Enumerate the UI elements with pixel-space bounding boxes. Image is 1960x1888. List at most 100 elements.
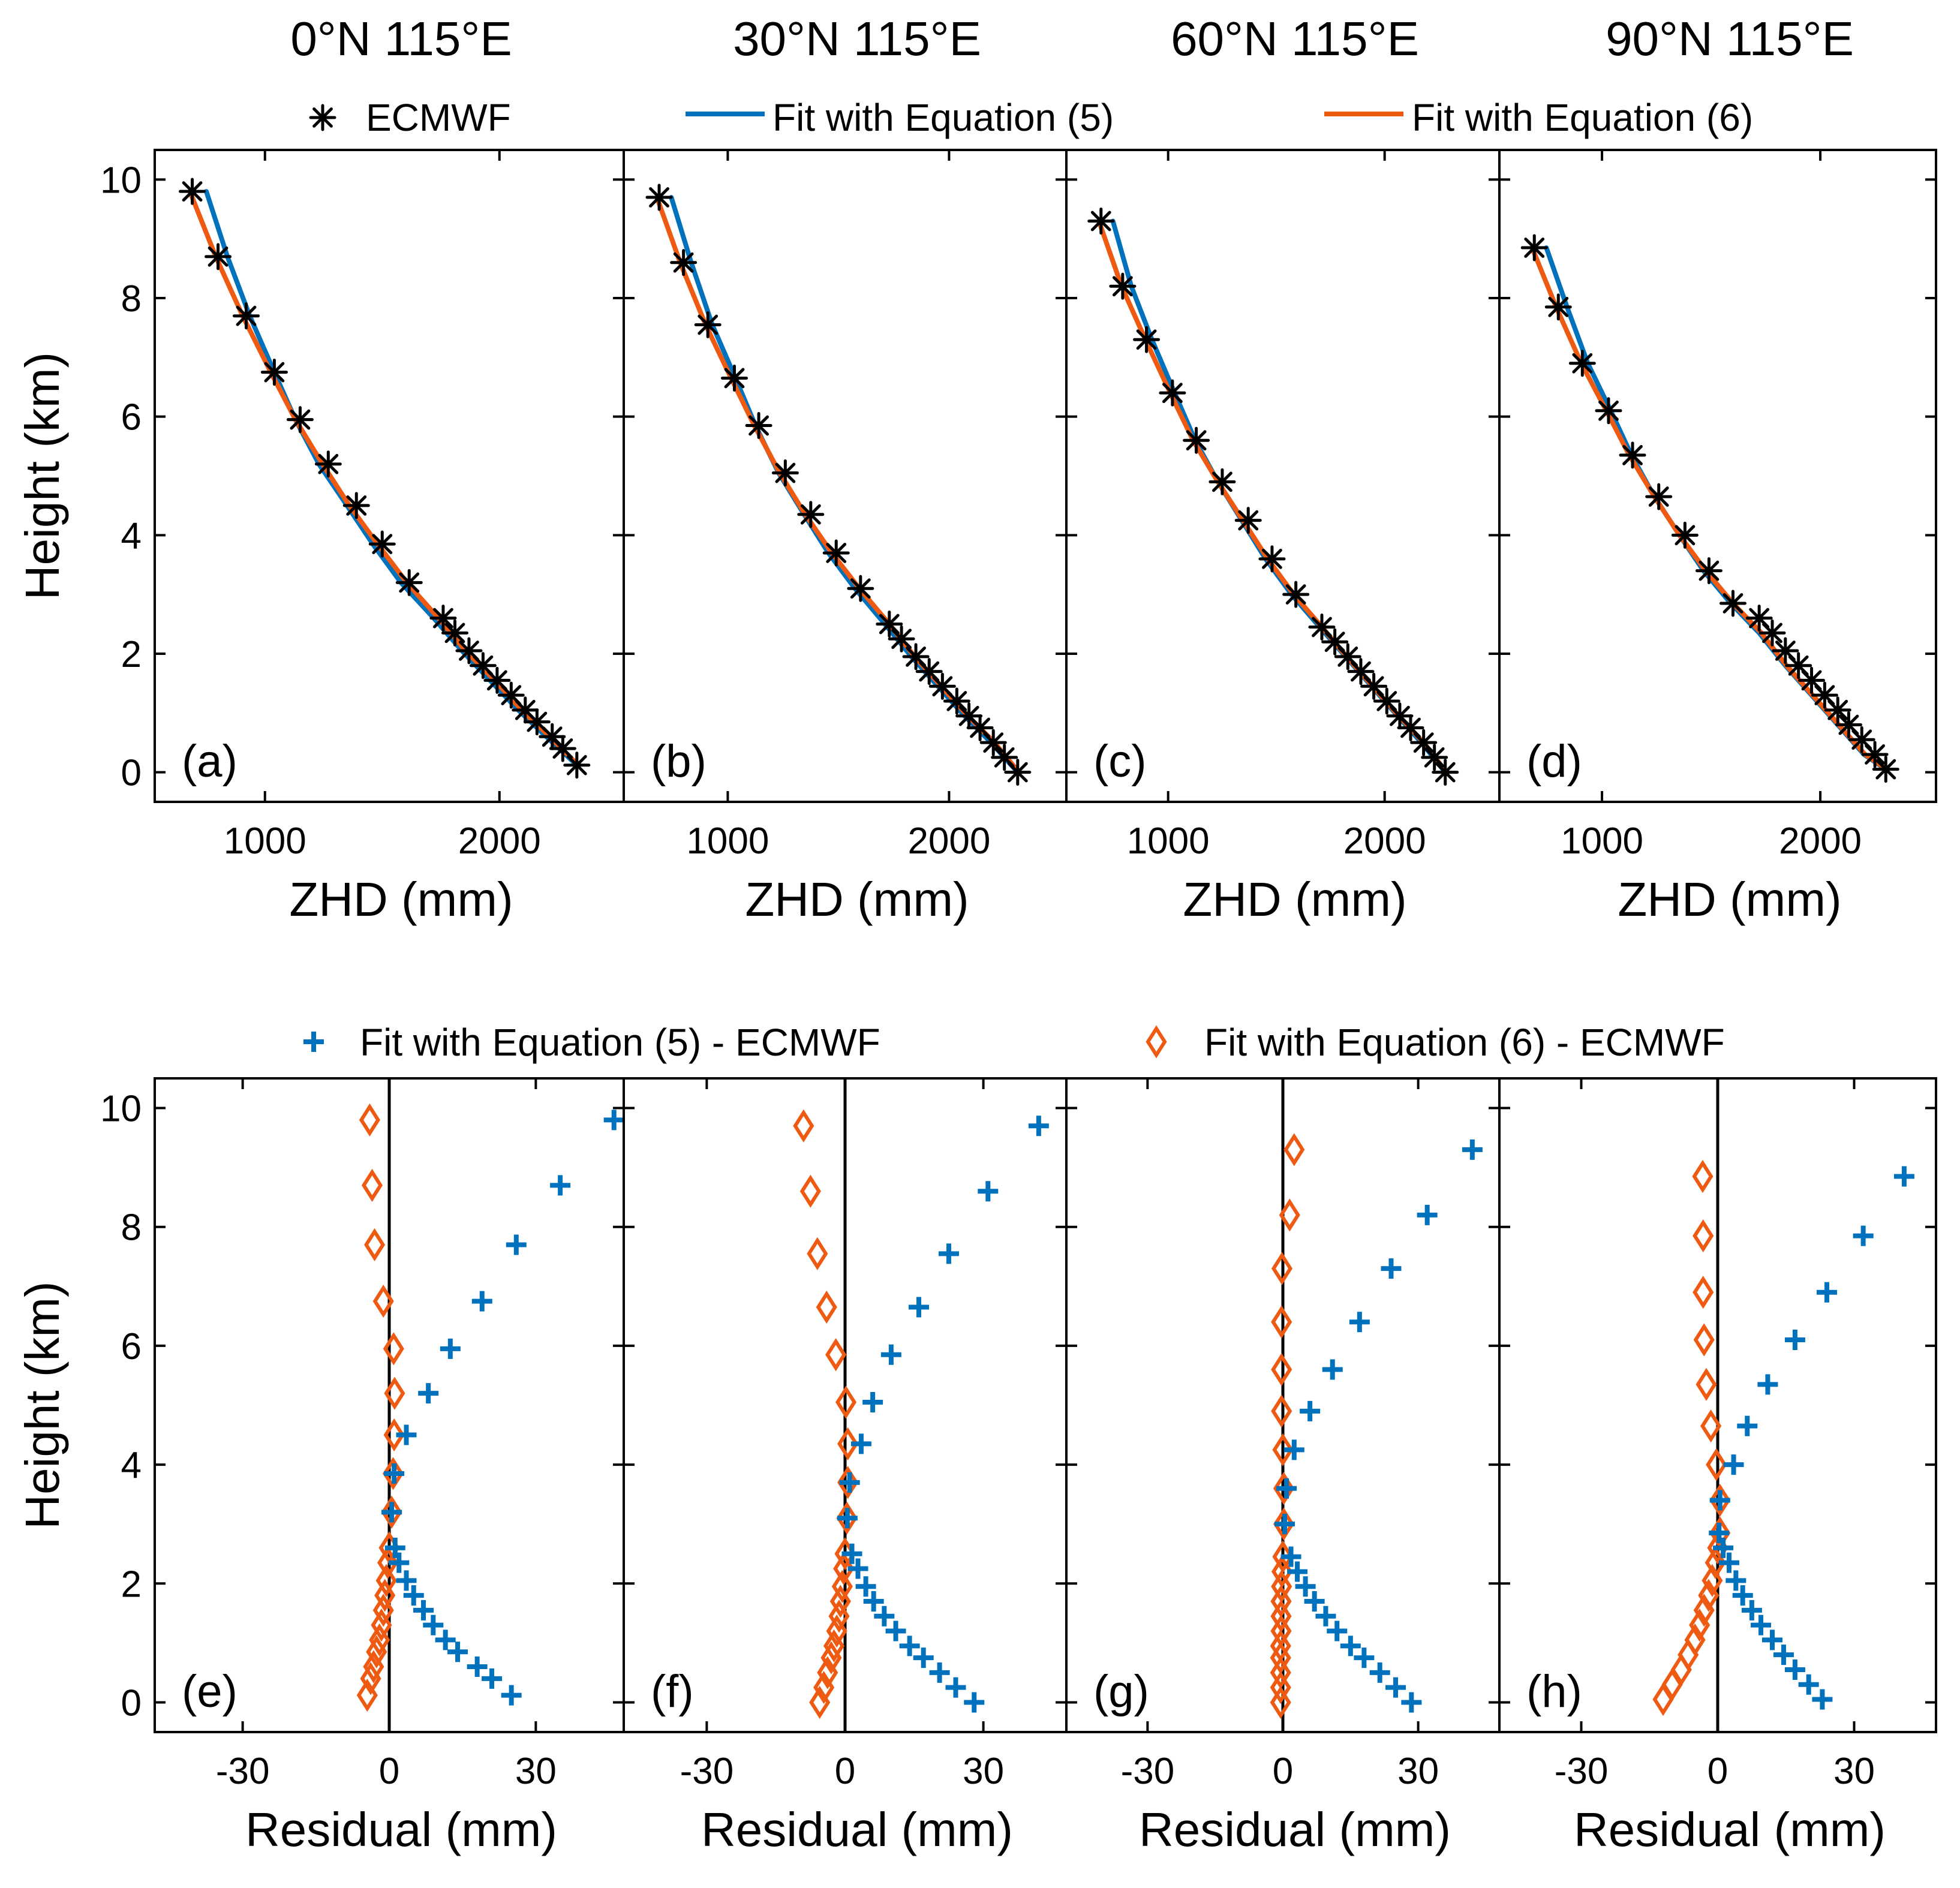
panel-label: (c) xyxy=(1093,736,1147,787)
x-tick-label: 30 xyxy=(1397,1751,1439,1792)
x-axis-label: Residual (mm) xyxy=(245,1803,557,1856)
legend-label: Fit with Equation (5) xyxy=(772,96,1114,139)
eq5-residual-point xyxy=(1709,1523,1730,1544)
eq6-residual-point xyxy=(384,1376,405,1410)
eq5-residual-point xyxy=(964,1692,985,1713)
eq5-residual-point xyxy=(899,1636,920,1656)
eq6-residual-point xyxy=(807,1237,828,1270)
x-tick-label: 1000 xyxy=(686,820,769,862)
ecmwf-point xyxy=(1234,507,1262,534)
panel-title: 0°N 115°E xyxy=(290,12,512,65)
y-tick-label: 4 xyxy=(121,1445,142,1486)
eq5-residual-point xyxy=(550,1175,571,1196)
eq5-residual-point xyxy=(862,1392,883,1413)
eq5-residual-point xyxy=(403,1585,424,1606)
eq6-residual-point xyxy=(1706,1448,1727,1481)
y-tick-label: 0 xyxy=(121,1682,142,1724)
eq5-residual-point xyxy=(1798,1674,1819,1695)
x-tick-label: 0 xyxy=(835,1751,855,1792)
panel-label: (a) xyxy=(182,736,238,787)
y-axis-label: Height (km) xyxy=(16,1281,69,1529)
eq5-residual-point xyxy=(1725,1570,1746,1591)
eq6-residual-point xyxy=(1700,1409,1722,1443)
eq6-residual-point xyxy=(364,1228,386,1262)
eq5-residual-point xyxy=(1315,1606,1336,1627)
eq5-residual-point xyxy=(384,1537,405,1558)
eq5-residual-point xyxy=(1283,1439,1304,1460)
ecmwf-point xyxy=(694,311,722,339)
panel-h: -30 0 30 Residual (mm) (h) xyxy=(1498,1077,1937,1856)
eq5-residual-point xyxy=(880,1344,901,1365)
legend-label: Fit with Equation (6) xyxy=(1412,96,1753,139)
ecmwf-point xyxy=(1695,557,1722,585)
ecmwf-point xyxy=(1568,350,1596,377)
eq5-residual-point xyxy=(1784,1659,1805,1680)
ecmwf-point xyxy=(286,406,314,434)
eq5-residual-point xyxy=(1741,1600,1762,1621)
x-tick-label: -30 xyxy=(1121,1751,1175,1792)
eq5-residual-point xyxy=(938,1243,959,1264)
eq5-residual-point xyxy=(1327,1621,1348,1642)
y-tick-label: 8 xyxy=(121,1207,142,1249)
eq5-residual-point xyxy=(855,1576,876,1597)
eq5-residual-point xyxy=(1762,1630,1782,1651)
ecmwf-point xyxy=(1872,756,1899,783)
eq5-residual-point xyxy=(1784,1330,1805,1350)
eq5-residual-point xyxy=(850,1433,871,1454)
eq5-residual-point xyxy=(1737,1415,1758,1436)
x-axis-label: ZHD (mm) xyxy=(1183,873,1406,926)
x-tick-label: 1000 xyxy=(1561,820,1643,862)
eq5-residual-point xyxy=(1723,1454,1744,1475)
x-axis-label: Residual (mm) xyxy=(701,1803,1013,1856)
eq5-residual-point xyxy=(978,1181,999,1202)
y-tick-label: 6 xyxy=(121,397,142,438)
ecmwf-point xyxy=(1432,759,1459,786)
ecmwf-point xyxy=(342,492,370,519)
eq6-residual-point xyxy=(359,1103,380,1137)
ecmwf-point xyxy=(902,643,930,671)
eq5-residual-point xyxy=(1287,1561,1308,1582)
ecmwf-point xyxy=(1421,744,1448,771)
y-tick-label: 10 xyxy=(100,1089,142,1130)
ecmwf-point xyxy=(1772,637,1799,665)
eq5-residual-point xyxy=(847,1558,868,1579)
eq5-residual-point xyxy=(1709,1490,1730,1511)
ecmwf-point xyxy=(441,619,468,647)
y-tick-label: 10 xyxy=(100,160,142,201)
legend-eq5: Fit with Equation (5) xyxy=(686,96,1114,139)
ecmwf-point xyxy=(847,575,874,602)
panel-label: (e) xyxy=(182,1666,238,1717)
eq6-residual-point xyxy=(1270,1629,1291,1662)
eq5-residual-point xyxy=(1757,1374,1778,1395)
eq5-residual-point xyxy=(863,1591,884,1612)
eq5-residual-point xyxy=(929,1662,950,1683)
eq5-residual-point xyxy=(1300,1400,1321,1421)
eq5-residual-point xyxy=(1274,1514,1295,1535)
ecmwf-point xyxy=(1258,545,1286,573)
y-tick-label: 2 xyxy=(121,634,142,675)
ecmwf-point xyxy=(368,530,396,558)
ecmwf-point xyxy=(1645,483,1673,510)
eq5-residual-point xyxy=(435,1630,456,1651)
ecmwf-point xyxy=(1087,208,1115,235)
x-axis-label: ZHD (mm) xyxy=(1618,873,1841,926)
eq5-residual-point xyxy=(1817,1282,1837,1303)
eq6-residual-point xyxy=(835,1385,857,1419)
eq5-residual-point xyxy=(389,1552,410,1573)
eq6-residual-point xyxy=(382,1457,404,1490)
ecmwf-point xyxy=(1824,696,1851,724)
eq6-residual-point xyxy=(837,1466,859,1499)
y-tick-label: 2 xyxy=(121,1564,142,1605)
eq5-residual-point xyxy=(1295,1576,1316,1597)
panel-label: (d) xyxy=(1526,736,1582,787)
ecmwf-point xyxy=(179,178,206,205)
panel-g: -30 0 30 Residual (mm) (g) xyxy=(1065,1077,1501,1856)
x-tick-label: 0 xyxy=(1708,1751,1728,1792)
eq6-residual-point xyxy=(372,1285,394,1318)
x-tick-label: 30 xyxy=(1833,1751,1875,1792)
ecmwf-point xyxy=(1282,581,1310,608)
eq5-residual-point xyxy=(1812,1689,1833,1710)
panel-e: -30 0 30 0 2 4 6 8 10 Residual (mm) (e) xyxy=(100,1077,625,1856)
ecmwf-point xyxy=(1595,397,1622,425)
eq6-residual-point xyxy=(816,1290,837,1324)
